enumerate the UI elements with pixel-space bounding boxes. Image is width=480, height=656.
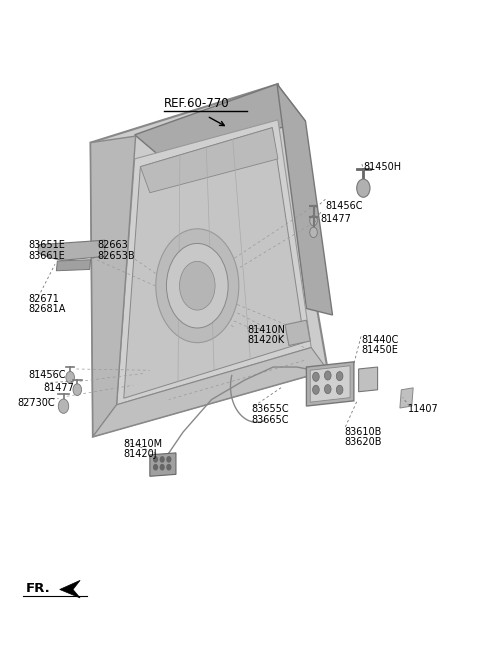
Circle shape: [336, 385, 343, 394]
Polygon shape: [91, 84, 328, 437]
Circle shape: [310, 215, 317, 226]
Polygon shape: [140, 128, 278, 193]
Circle shape: [324, 384, 331, 394]
Text: FR.: FR.: [25, 582, 50, 595]
Text: 82730C: 82730C: [17, 398, 55, 407]
Circle shape: [66, 371, 74, 383]
Polygon shape: [359, 367, 378, 392]
Circle shape: [336, 371, 343, 380]
Text: 82671: 82671: [29, 293, 60, 304]
Polygon shape: [117, 120, 311, 405]
Polygon shape: [135, 84, 305, 159]
Polygon shape: [310, 366, 350, 402]
Text: 81477: 81477: [321, 214, 351, 224]
Text: 81420J: 81420J: [124, 449, 157, 459]
Text: 83661E: 83661E: [29, 251, 66, 260]
Text: REF.60-770: REF.60-770: [164, 97, 230, 110]
Text: 83620B: 83620B: [344, 438, 382, 447]
Text: 81477: 81477: [43, 383, 74, 394]
Polygon shape: [124, 128, 304, 398]
Text: 83665C: 83665C: [252, 415, 289, 424]
Text: 82653B: 82653B: [97, 251, 135, 260]
Circle shape: [310, 227, 317, 237]
Circle shape: [154, 464, 157, 470]
Text: 81410M: 81410M: [124, 439, 163, 449]
Polygon shape: [38, 240, 105, 260]
Circle shape: [312, 372, 319, 381]
Circle shape: [160, 457, 164, 462]
Circle shape: [73, 384, 82, 396]
Circle shape: [357, 179, 370, 197]
Polygon shape: [150, 453, 176, 476]
Text: 81450H: 81450H: [363, 162, 401, 172]
Polygon shape: [56, 260, 91, 271]
Text: 81440C: 81440C: [361, 335, 398, 344]
Polygon shape: [400, 388, 413, 408]
Circle shape: [58, 399, 69, 413]
Text: 83651E: 83651E: [29, 240, 66, 250]
Text: 81456C: 81456C: [325, 201, 363, 211]
Text: 81456C: 81456C: [29, 370, 66, 380]
Ellipse shape: [156, 229, 239, 342]
Circle shape: [160, 464, 164, 470]
Text: 81450E: 81450E: [361, 345, 398, 355]
Text: 11407: 11407: [408, 404, 439, 414]
Circle shape: [154, 457, 157, 462]
Polygon shape: [60, 581, 80, 598]
Polygon shape: [91, 136, 136, 437]
Text: 81410N: 81410N: [247, 325, 285, 335]
Polygon shape: [306, 362, 354, 406]
Text: 82663: 82663: [97, 240, 129, 250]
Circle shape: [324, 371, 331, 380]
Circle shape: [312, 385, 319, 394]
Text: 81420K: 81420K: [247, 335, 284, 345]
Ellipse shape: [167, 243, 228, 328]
Polygon shape: [277, 84, 333, 315]
Text: 83655C: 83655C: [252, 404, 289, 414]
Polygon shape: [285, 320, 310, 346]
Circle shape: [167, 457, 171, 462]
Circle shape: [167, 464, 171, 470]
Text: 83610B: 83610B: [344, 427, 382, 437]
Polygon shape: [93, 348, 328, 437]
Text: 82681A: 82681A: [29, 304, 66, 314]
Ellipse shape: [180, 261, 215, 310]
